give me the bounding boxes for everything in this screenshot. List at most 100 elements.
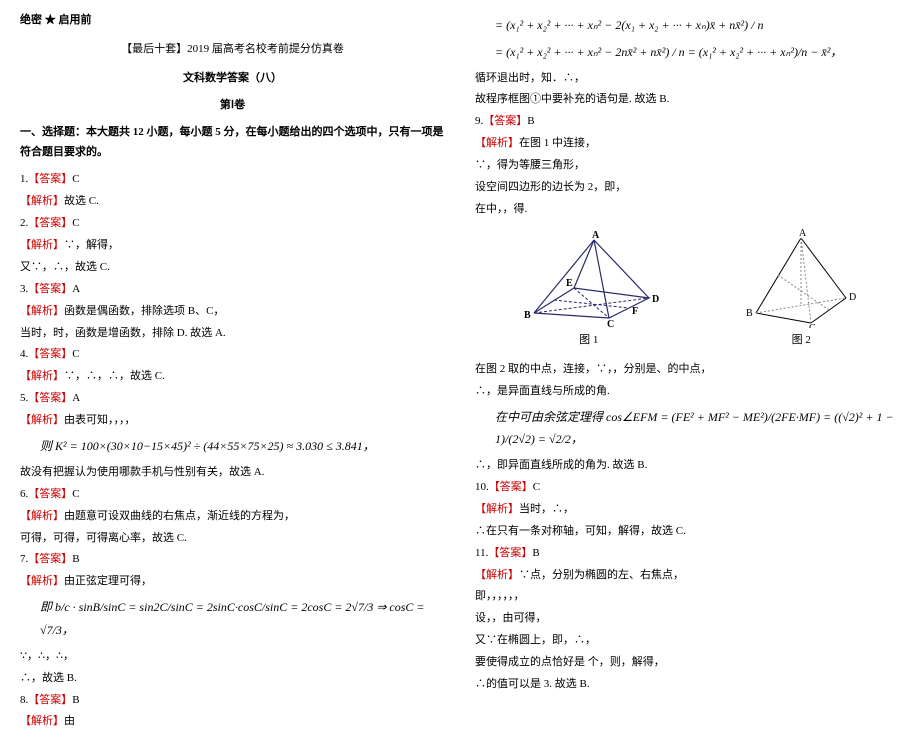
q7-formula: 即 b/c · sinB/sinC = sin2C/sinC = 2sinC·c… bbox=[40, 596, 445, 642]
q11-exp5: 要使得成立的点恰好是 个，则，解得， bbox=[475, 652, 900, 673]
q9-exp6: ∴，是异面直线与所成的角. bbox=[475, 381, 900, 402]
figure-2-caption: 图 2 bbox=[741, 330, 861, 351]
q4-ans: C bbox=[72, 348, 79, 360]
q7-explain2: ∵，∴，∴， bbox=[20, 646, 445, 667]
figure-row: A B E D C F 图 1 bbox=[475, 228, 900, 351]
explain-label: 【解析】 bbox=[20, 575, 64, 587]
title-part: 第Ⅰ卷 bbox=[20, 95, 445, 116]
q10-num: 10. bbox=[475, 481, 489, 493]
svg-text:B: B bbox=[524, 310, 531, 321]
q7-explain3: ∴，故选 B. bbox=[20, 668, 445, 689]
figure-2-svg: A B D C bbox=[741, 228, 861, 328]
q4-num: 4. bbox=[20, 348, 28, 360]
q9-exp4: 在中，，得. bbox=[475, 199, 900, 220]
answer-label: 【答案】 bbox=[488, 547, 532, 559]
svg-text:C: C bbox=[607, 319, 614, 328]
svg-text:D: D bbox=[652, 294, 659, 305]
q4-explain: 【解析】∵，∴，∴，故选 C. bbox=[20, 366, 445, 387]
q3-explain1: 【解析】函数是偶函数，排除选项 B、C， bbox=[20, 301, 445, 322]
explain-label: 【解析】 bbox=[20, 715, 64, 727]
q9-explain1: 【解析】在图 1 中连接， bbox=[475, 133, 900, 154]
svg-text:F: F bbox=[632, 306, 638, 317]
q2-ans: C bbox=[72, 217, 79, 229]
answer-label: 【答案】 bbox=[28, 217, 72, 229]
q8-exp2: 循环退出时，知．∴， bbox=[475, 68, 900, 89]
q5-formula: 则 K² = 100×(30×10−15×45)² ÷ (44×55×75×25… bbox=[40, 435, 445, 458]
answer-label: 【答案】 bbox=[28, 694, 72, 706]
q3-ans: A bbox=[72, 283, 80, 295]
q6-num: 6. bbox=[20, 488, 28, 500]
q7-num: 7. bbox=[20, 553, 28, 565]
q6-ans: C bbox=[72, 488, 79, 500]
q5-num: 5. bbox=[20, 392, 28, 404]
q5-answer: 5.【答案】A bbox=[20, 388, 445, 409]
q8-answer: 8.【答案】B bbox=[20, 690, 445, 711]
q7-explain1: 【解析】由正弦定理可得， bbox=[20, 571, 445, 592]
figure-1-wrap: A B E D C F 图 1 bbox=[514, 228, 664, 351]
q8-num: 8. bbox=[20, 694, 28, 706]
header-secret: 绝密 ★ 启用前 bbox=[20, 10, 445, 31]
answer-label: 【答案】 bbox=[28, 553, 72, 565]
q5-ans: A bbox=[72, 392, 80, 404]
q5-explain1: 【解析】由表可知，，，， bbox=[20, 410, 445, 431]
q8-f2: = (x₁² + x₂² + ··· + xₙ² − 2nx̄² + nx̄²)… bbox=[495, 41, 900, 64]
q5-exp1: 由表可知，，，， bbox=[64, 414, 136, 426]
q10-answer: 10.【答案】C bbox=[475, 477, 900, 498]
q10-exp2: ∴在只有一条对称轴，可知，解得，故选 C. bbox=[475, 521, 900, 542]
q11-exp4: 又∵在椭圆上，即，∴， bbox=[475, 630, 900, 651]
figure-2-wrap: A B D C 图 2 bbox=[741, 228, 861, 351]
explain-label: 【解析】 bbox=[20, 195, 64, 207]
q2-exp1: ∵，解得， bbox=[64, 239, 119, 251]
q1-answer: 1.【答案】C bbox=[20, 169, 445, 190]
explain-label: 【解析】 bbox=[475, 569, 519, 581]
q9-exp1: 在图 1 中连接， bbox=[519, 137, 596, 149]
q10-explain1: 【解析】当时，∴， bbox=[475, 499, 900, 520]
q9-exp7: ∴，即异面直线所成的角为. 故选 B. bbox=[475, 455, 900, 476]
section1-title: 一、选择题：本大题共 12 小题，每小题 5 分，在每小题给出的四个选项中，只有… bbox=[20, 122, 445, 164]
explain-label: 【解析】 bbox=[475, 503, 519, 515]
left-column: 绝密 ★ 启用前 【最后十套】2019 届高考名校考前提分仿真卷 文科数学答案（… bbox=[20, 10, 445, 641]
svg-text:D: D bbox=[849, 292, 856, 303]
figure-1-caption: 图 1 bbox=[514, 330, 664, 351]
figure-1-svg: A B E D C F bbox=[514, 228, 664, 328]
q8-exp1: 由 bbox=[64, 715, 75, 727]
q3-num: 3. bbox=[20, 283, 28, 295]
q11-explain1: 【解析】∵点，分别为椭圆的左、右焦点， bbox=[475, 565, 900, 586]
explain-label: 【解析】 bbox=[475, 137, 519, 149]
q8-f1: = (x₁² + x₂² + ··· + xₙ² − 2(x₁ + x₂ + ·… bbox=[495, 14, 900, 37]
q3-exp1: 函数是偶函数，排除选项 B、C， bbox=[64, 305, 224, 317]
svg-text:A: A bbox=[592, 230, 600, 241]
q8-ans: B bbox=[72, 694, 79, 706]
answer-label: 【答案】 bbox=[28, 488, 72, 500]
q11-answer: 11.【答案】B bbox=[475, 543, 900, 564]
explain-label: 【解析】 bbox=[20, 510, 64, 522]
svg-text:A: A bbox=[799, 228, 807, 239]
svg-text:E: E bbox=[566, 278, 573, 289]
q9-ans: B bbox=[527, 115, 534, 127]
answer-label: 【答案】 bbox=[28, 283, 72, 295]
q11-num: 11. bbox=[475, 547, 488, 559]
q10-exp1: 当时，∴， bbox=[519, 503, 574, 515]
answer-label: 【答案】 bbox=[28, 348, 72, 360]
q4-exp: ∵，∴，∴，故选 C. bbox=[64, 370, 165, 382]
q1-num: 1. bbox=[20, 173, 28, 185]
answer-label: 【答案】 bbox=[28, 392, 72, 404]
q9-exp3: 设空间四边形的边长为 2，即， bbox=[475, 177, 900, 198]
answer-label: 【答案】 bbox=[489, 481, 533, 493]
explain-label: 【解析】 bbox=[20, 370, 64, 382]
explain-label: 【解析】 bbox=[20, 239, 64, 251]
q2-explain2: 又∵，∴，故选 C. bbox=[20, 257, 445, 278]
q2-num: 2. bbox=[20, 217, 28, 229]
q8-explain-start: 【解析】由 bbox=[20, 711, 445, 732]
q9-exp5: 在图 2 取的中点，连接，∵，，分别是、的中点， bbox=[475, 359, 900, 380]
explain-label: 【解析】 bbox=[20, 414, 64, 426]
q9-formula: 在中可由余弦定理得 cos∠EFM = (FE² + MF² − ME²)/(2… bbox=[495, 406, 900, 452]
right-column: = (x₁² + x₂² + ··· + xₙ² − 2(x₁ + x₂ + ·… bbox=[475, 10, 900, 641]
q1-exp: 故选 C. bbox=[64, 195, 99, 207]
q7-exp1: 由正弦定理可得， bbox=[64, 575, 152, 587]
q10-ans: C bbox=[533, 481, 540, 493]
answer-label: 【答案】 bbox=[28, 173, 72, 185]
q9-exp2: ∵，得为等腰三角形， bbox=[475, 155, 900, 176]
q6-explain2: 可得，可得，可得离心率，故选 C. bbox=[20, 528, 445, 549]
answer-label: 【答案】 bbox=[483, 115, 527, 127]
